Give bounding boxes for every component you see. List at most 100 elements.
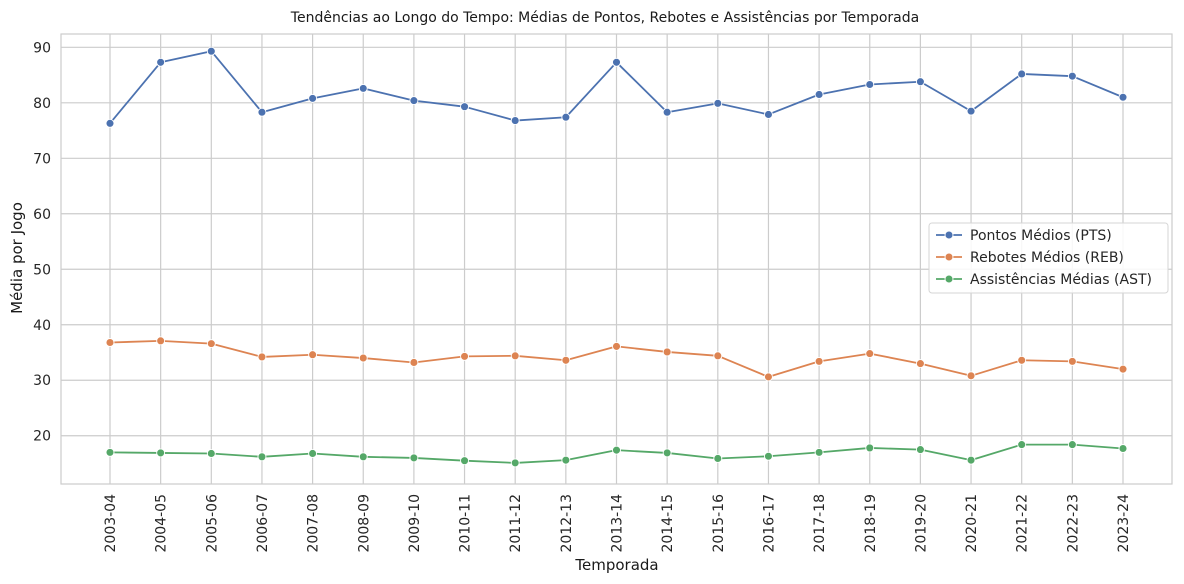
data-point bbox=[915, 77, 925, 87]
data-point bbox=[915, 359, 925, 369]
data-point bbox=[764, 110, 773, 119]
series-1 bbox=[105, 46, 1128, 128]
y-tick-label: 70 bbox=[33, 151, 51, 167]
data-point bbox=[105, 447, 115, 457]
x-tick-label: 2011-12 bbox=[508, 494, 524, 553]
x-tick-label: 2022-23 bbox=[1065, 494, 1081, 553]
data-point bbox=[105, 118, 115, 128]
x-tick-label: 2006-07 bbox=[255, 494, 271, 553]
x-ticks: 2003-04 2004-05 2005-06 2006-07 2007-08 2008-… bbox=[103, 494, 1132, 553]
data-point bbox=[865, 80, 875, 89]
data-point bbox=[510, 116, 520, 126]
series-2 bbox=[105, 336, 1128, 382]
x-tick-label: 2012-13 bbox=[559, 494, 575, 553]
legend-swatch-marker bbox=[944, 230, 954, 240]
data-point bbox=[814, 90, 824, 99]
y-tick-label: 50 bbox=[33, 262, 51, 278]
data-point bbox=[206, 339, 216, 349]
data-point bbox=[510, 458, 520, 468]
data-point bbox=[713, 351, 723, 361]
data-point bbox=[662, 448, 672, 458]
legend-label: Rebotes Médios (REB) bbox=[970, 250, 1124, 266]
x-tick-label: 2020-21 bbox=[964, 494, 980, 553]
x-tick-label: 2019-20 bbox=[913, 494, 929, 553]
data-point bbox=[105, 338, 115, 347]
x-tick-label: 2003-04 bbox=[103, 494, 119, 553]
x-tick-label: 2015-16 bbox=[711, 494, 727, 553]
x-tick-label: 2021-22 bbox=[1015, 494, 1031, 553]
data-point bbox=[1017, 440, 1027, 450]
y-tick-label: 20 bbox=[33, 429, 51, 445]
data-point bbox=[764, 451, 773, 461]
x-tick-label: 2005-06 bbox=[204, 494, 220, 553]
data-point bbox=[561, 112, 571, 122]
data-point bbox=[257, 352, 267, 362]
x-tick-label: 2010-11 bbox=[458, 494, 474, 553]
data-point bbox=[409, 96, 419, 106]
data-point bbox=[814, 356, 824, 366]
data-point bbox=[966, 455, 976, 465]
data-point bbox=[612, 57, 621, 67]
plot-frame bbox=[60, 33, 1173, 485]
data-point bbox=[1118, 92, 1128, 102]
x-tick-label: 2007-08 bbox=[306, 494, 322, 553]
data-point bbox=[308, 93, 318, 103]
x-tick-label: 2017-18 bbox=[812, 494, 828, 553]
data-point bbox=[308, 350, 318, 360]
legend-box bbox=[928, 222, 1169, 294]
series-group bbox=[105, 46, 1128, 468]
x-tick-label: 2016-17 bbox=[761, 494, 777, 553]
data-point bbox=[409, 453, 419, 463]
data-point bbox=[257, 452, 267, 462]
y-tick-label: 30 bbox=[33, 373, 51, 389]
data-point bbox=[561, 355, 571, 365]
y-tick-label: 90 bbox=[33, 40, 51, 56]
data-point bbox=[460, 456, 469, 466]
data-point bbox=[1067, 71, 1077, 81]
y-tick-label: 60 bbox=[33, 207, 51, 223]
x-tick-label: 2008-09 bbox=[356, 494, 372, 553]
data-point bbox=[612, 341, 621, 351]
data-point bbox=[206, 46, 216, 56]
data-point bbox=[713, 454, 723, 463]
data-point bbox=[308, 449, 318, 458]
legend: Pontos Médios (PTS) Rebotes Médios (REB) A… bbox=[928, 222, 1169, 294]
data-point bbox=[1017, 355, 1027, 365]
data-point bbox=[358, 452, 368, 462]
legend-swatch-marker bbox=[944, 252, 954, 262]
data-point bbox=[1017, 69, 1027, 79]
data-point bbox=[662, 347, 672, 357]
data-point bbox=[460, 351, 469, 361]
data-point bbox=[561, 455, 571, 465]
data-point bbox=[1067, 356, 1077, 366]
legend-label: Pontos Médios (PTS) bbox=[970, 228, 1112, 244]
y-tick-label: 80 bbox=[33, 96, 51, 112]
data-point bbox=[460, 102, 469, 112]
legend-label: Assistências Médias (AST) bbox=[970, 272, 1152, 288]
data-point bbox=[358, 353, 368, 363]
data-point bbox=[662, 107, 672, 117]
series-3 bbox=[105, 440, 1128, 468]
data-point bbox=[865, 443, 875, 453]
data-point bbox=[510, 351, 520, 361]
data-point bbox=[156, 448, 166, 458]
data-point bbox=[156, 57, 166, 67]
data-point bbox=[814, 447, 824, 457]
x-axis-label: Temporada bbox=[574, 556, 658, 574]
data-point bbox=[966, 371, 976, 381]
data-point bbox=[865, 349, 875, 359]
data-point bbox=[206, 449, 216, 458]
data-point bbox=[1067, 440, 1077, 450]
y-tick-label: 40 bbox=[33, 318, 51, 334]
chart-title: Tendências ao Longo do Tempo: Médias de … bbox=[290, 10, 919, 26]
data-point bbox=[966, 106, 976, 116]
data-point bbox=[257, 107, 267, 117]
data-point bbox=[764, 372, 773, 382]
x-tick-label: 2018-19 bbox=[863, 494, 879, 553]
data-point bbox=[915, 445, 925, 455]
x-tick-label: 2014-15 bbox=[660, 494, 676, 553]
x-tick-label: 2023-24 bbox=[1116, 494, 1132, 553]
data-point bbox=[358, 83, 368, 93]
y-ticks: 20 30 40 50 60 70 80 90 bbox=[33, 40, 51, 444]
